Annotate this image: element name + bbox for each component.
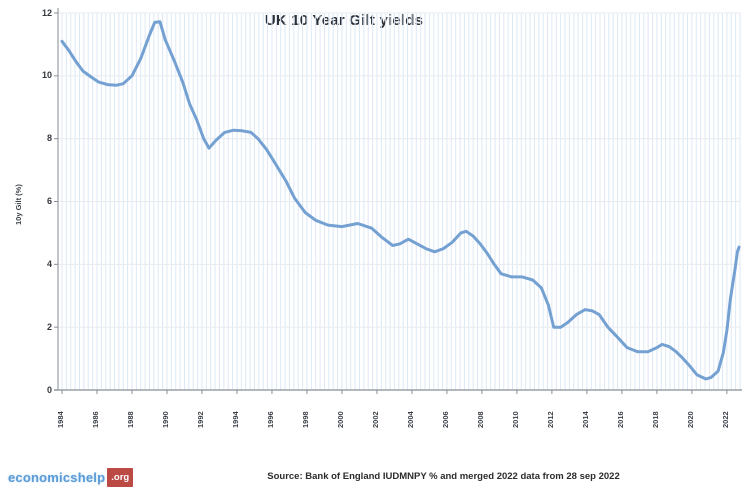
x-tick-label: 2012	[545, 411, 555, 428]
x-tick-label: 1992	[195, 411, 205, 428]
economicshelp-logo: economicshelp .org	[8, 466, 134, 488]
chart-title: UK 10 Year Gilt yields	[264, 12, 424, 29]
x-tick-label: 1984	[56, 411, 65, 428]
y-tick-label: 4	[46, 258, 52, 269]
y-tick-label: 8	[46, 133, 52, 144]
x-tick-label: 2008	[475, 411, 485, 428]
x-tick-label: 2002	[370, 411, 380, 428]
x-tick-label: 2020	[685, 411, 695, 428]
x-tick-label: 2014	[580, 411, 590, 428]
x-tick-label: 2010	[510, 411, 520, 428]
x-tick-label: 2016	[615, 411, 625, 428]
x-tick-label: 1996	[265, 411, 275, 428]
x-tick-label: 2000	[335, 411, 345, 428]
x-tick-label: 1986	[90, 411, 100, 428]
y-tick-label: 2	[46, 321, 52, 332]
x-tick-label: 2006	[440, 411, 450, 428]
source-caption: Source: Bank of England IUDMNPY % and me…	[267, 471, 620, 482]
x-tick-label: 2018	[650, 411, 660, 428]
x-tick-label: 1990	[160, 411, 170, 428]
y-tick-label: 12	[41, 7, 52, 18]
x-tick-label: 1994	[230, 411, 240, 428]
y-tick-label: 6	[46, 196, 52, 206]
x-tick-label: 2022	[720, 411, 730, 428]
x-tick-label: 1988	[125, 411, 135, 428]
x-tick-label: 1998	[300, 411, 310, 428]
logo-org-badge: .org	[107, 467, 134, 487]
gilt-yield-line	[60, 20, 741, 381]
logo-text: economicshelp	[8, 469, 106, 485]
y-tick-label: 10	[41, 70, 52, 81]
y-tick-label: 0	[46, 384, 52, 395]
x-tick-label: 2004	[405, 411, 415, 428]
